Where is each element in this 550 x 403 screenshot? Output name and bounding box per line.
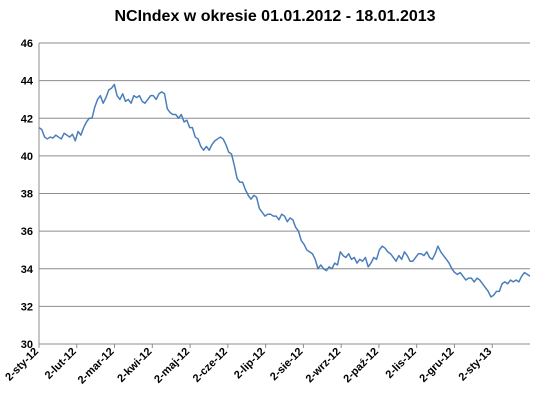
x-tick-label: 2-lut-12 [43,346,79,382]
y-tick-label: 40 [21,151,33,163]
x-tick-label: 2-sty-13 [456,346,494,384]
x-tick-label: 2-maj-12 [152,346,192,386]
x-tick-label: 2-paź-12 [341,346,381,386]
chart-title: NCIndex w okresie 01.01.2012 - 18.01.201… [114,8,436,25]
y-tick-label: 34 [21,264,34,276]
y-tick-label: 36 [21,226,33,238]
x-tick-label: 2-mar-12 [76,346,117,387]
x-tick-label: 2-kwi-12 [115,346,154,385]
x-tick-label: 2-lis-12 [384,346,419,381]
x-tick-label: 2-sty-12 [3,346,41,384]
y-tick-label: 38 [21,189,33,201]
series-line-ncindex [38,83,531,298]
y-tick-label: 42 [21,113,33,125]
x-tick-label: 2-lip-12 [232,346,268,382]
y-tick-label: 46 [21,38,33,50]
y-tick-label: 32 [21,301,33,313]
x-tick-label: 2-wrz-12 [304,346,344,386]
x-tick-label: 2-gru-12 [417,346,456,385]
y-tick-label: 44 [21,76,34,88]
x-tick-label: 2-cze-12 [191,346,230,385]
y-tick-label: 30 [21,339,33,351]
x-tick-label: 2-sie-12 [268,346,305,383]
